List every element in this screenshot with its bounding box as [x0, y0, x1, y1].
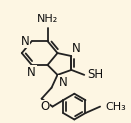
Text: CH₃: CH₃: [105, 102, 126, 112]
Text: NH₂: NH₂: [37, 14, 58, 24]
Text: N: N: [27, 66, 36, 79]
Text: N: N: [72, 42, 81, 55]
Text: N: N: [58, 76, 67, 89]
Text: O: O: [40, 100, 50, 113]
Text: SH: SH: [87, 68, 103, 81]
Text: N: N: [21, 35, 30, 48]
